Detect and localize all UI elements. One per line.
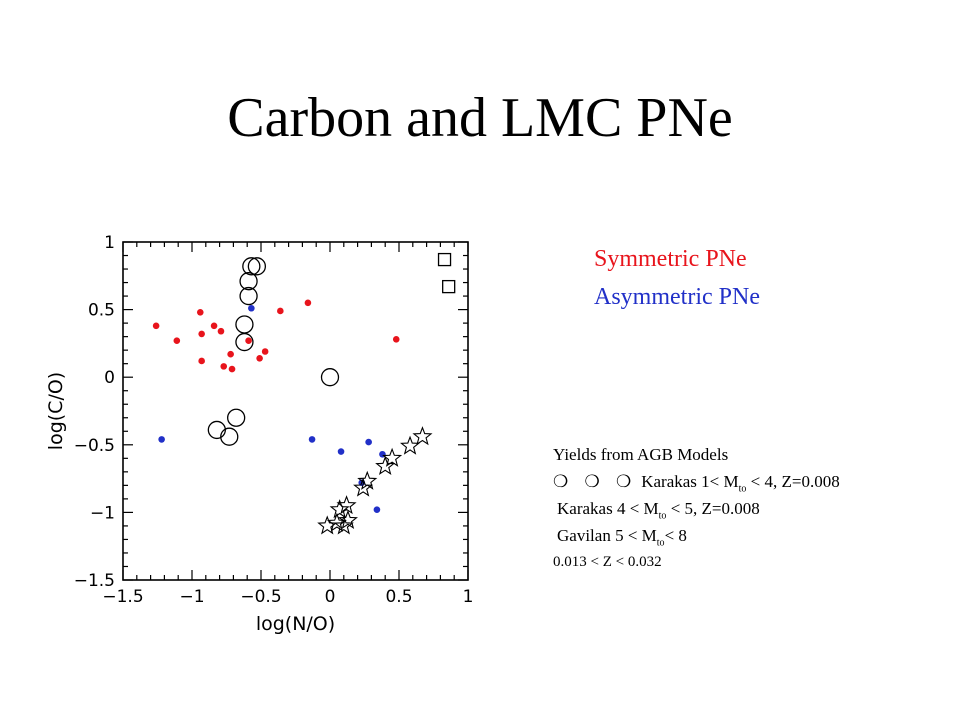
data-point-open-circle (247, 257, 267, 276)
x-tick-label: −1 (179, 587, 204, 607)
data-point-dot (392, 336, 400, 343)
data-point-open-star (382, 447, 403, 467)
data-point-open-circle (235, 332, 254, 352)
y-tick-label: 0.5 (88, 301, 115, 321)
y-tick-label: −0.5 (74, 436, 115, 456)
yields-row-gavilan: Gavilan 5 < Mto< 8 (553, 522, 840, 549)
yields-row-sub: to (738, 483, 747, 495)
data-point-dot (304, 299, 312, 307)
data-point-dot (261, 348, 269, 355)
data-point-open-circle (239, 272, 258, 291)
data-point-dot (337, 448, 345, 455)
data-point-open-circle (320, 368, 340, 387)
yields-row-karakas-high: Karakas 4 < Mto < 5, Z=0.008 (553, 495, 840, 522)
yields-z-range: 0.013 < Z < 0.032 (553, 554, 662, 570)
slide-title: Carbon and LMC PNe (227, 87, 733, 149)
data-point-open-star (337, 509, 358, 530)
data-point-open-star (357, 470, 378, 490)
data-point-dot (152, 322, 160, 330)
y-tick-label: −1.5 (74, 571, 115, 591)
data-point-open-star (329, 499, 350, 519)
data-point-open-circle (220, 427, 239, 446)
data-point-open-star (317, 515, 338, 535)
x-tick-label: −0.5 (240, 587, 281, 607)
yields-row-text: Karakas 1< M (641, 472, 739, 491)
legend-symmetric: Symmetric PNe (594, 246, 747, 272)
yields-row-text: < 4, Z=0.008 (746, 472, 840, 491)
x-tick-label: −1.5 (102, 587, 143, 607)
open-circle-icon: ❍ ❍ ❍ (553, 472, 638, 491)
data-point-open-star (326, 512, 347, 532)
data-point-open-circle (227, 408, 246, 427)
plot-frame (122, 241, 469, 581)
data-point-dot (365, 438, 372, 446)
yields-row-karakas-low: ❍ ❍ ❍ Karakas 1< Mto < 4, Z=0.008 (553, 468, 840, 495)
data-point-open-star (399, 435, 421, 455)
data-point-open-star (412, 426, 433, 446)
yields-row-sub: to (658, 510, 667, 522)
yields-legend: Yields from AGB Models ❍ ❍ ❍ Karakas 1< M… (553, 441, 840, 576)
y-tick-label: −1 (90, 503, 115, 523)
x-tick-label: 0.5 (385, 587, 412, 607)
y-tick-label: 1 (104, 233, 115, 253)
y-axis-label: log(C/O) (45, 372, 67, 450)
data-point-dot (227, 350, 234, 358)
yields-row-text: < 8 (664, 526, 687, 545)
data-point-dot (256, 354, 263, 362)
data-point-dot (158, 436, 165, 443)
data-point-dot (198, 357, 205, 365)
data-point-dot (277, 307, 284, 315)
data-point-dot (196, 309, 204, 316)
data-point-dot (308, 436, 316, 443)
data-point-dot (228, 365, 236, 373)
x-axis-label: log(N/O) (256, 613, 335, 635)
data-point-open-star (333, 515, 354, 535)
data-point-dot (220, 363, 228, 370)
data-point-open-square (442, 279, 456, 294)
data-point-dot (373, 506, 381, 513)
data-point-dot (245, 337, 252, 344)
data-point-open-circle (235, 315, 254, 334)
yields-row-text: Karakas 4 < M (557, 499, 659, 518)
data-point-dot (198, 330, 205, 338)
scatter-plot: −1.5 −1 −0.5 0 0.5 1 −1.5 −1 −0.5 0 0.5 1 log(N/O) lo… (45, 233, 474, 635)
yields-row-text: Gavilan 5 < M (557, 526, 657, 545)
x-tick-label: 1 (463, 587, 474, 607)
data-point-dot (210, 322, 218, 330)
data-point-open-circle (207, 420, 226, 440)
data-point-open-circle (239, 286, 258, 306)
yields-heading: Yields from AGB Models (553, 445, 729, 464)
data-point-dot (217, 327, 225, 335)
data-point-open-star (353, 477, 374, 497)
data-point-open-star (375, 455, 396, 475)
y-tick-label: 0 (104, 368, 115, 388)
legend-asymmetric: Asymmetric PNe (594, 284, 760, 310)
data-point-open-square (437, 252, 452, 267)
x-tick-label: 0 (325, 587, 336, 607)
yields-row-sub: to (656, 537, 665, 549)
data-point-dot (248, 304, 255, 312)
data-point-open-circle (242, 257, 261, 276)
data-point-dot (173, 337, 181, 344)
yields-row-text: < 5, Z=0.008 (666, 499, 760, 518)
data-point-open-star (336, 495, 357, 515)
